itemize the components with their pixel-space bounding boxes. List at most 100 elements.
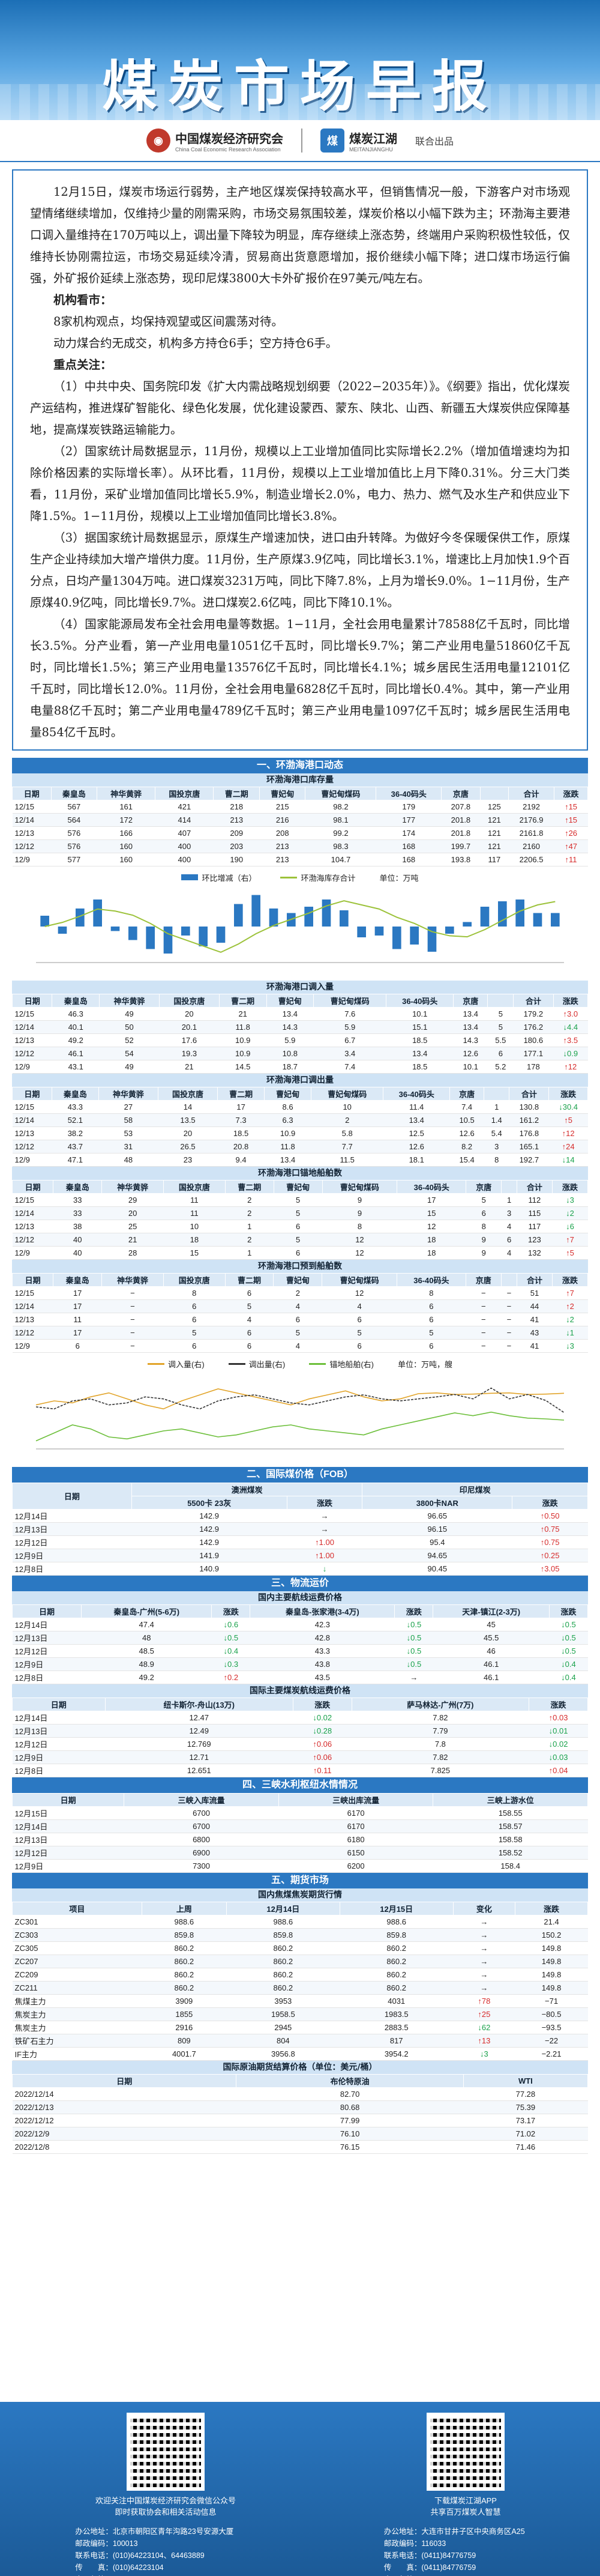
col-header: 合计 xyxy=(513,994,554,1008)
table-row: 12/12 46.1 54 19.3 10.9 10.8 3.4 13.4 12.6 6 177.1… xyxy=(12,1047,588,1060)
city-skyline xyxy=(0,84,600,120)
table-row: ZC303 859.8 859.8 859.8 → 150.2 xyxy=(12,1928,588,1942)
table-cell: 12/15 xyxy=(12,1286,53,1300)
table-row: 12/13 49.2 52 17.6 10.9 5.9 6.7 18.5 14.3 5.5 180.… xyxy=(12,1033,588,1047)
table-cell: 1983.5 xyxy=(340,2007,454,2021)
bar xyxy=(163,927,173,954)
table-cell: − xyxy=(466,1326,502,1340)
table-cell: 12/14 xyxy=(12,1206,53,1220)
table-row: 12/12 17−5 6 5 5 5− −43 ↓1 xyxy=(12,1326,588,1340)
table-cell: 12月12日 xyxy=(12,1535,132,1549)
table-cell: 158.55 xyxy=(433,1806,588,1820)
logo-row: ◉ 中国煤炭经济研究会 China Coal Economic Research… xyxy=(0,120,600,162)
table-cell: 76.10 xyxy=(236,2127,464,2141)
table-cell: −93.5 xyxy=(515,2021,588,2034)
table-cell: 176.2 xyxy=(513,1020,554,1034)
table-cell: 17 xyxy=(53,1286,102,1300)
table-cell: ↓4.4 xyxy=(553,1020,588,1034)
contact-line: 邮政编码：100013 xyxy=(75,2539,138,2548)
table-cell: 7.4 xyxy=(313,1060,386,1074)
table-cell: 11 xyxy=(163,1206,226,1220)
table-cell: 141.9 xyxy=(131,1549,287,1562)
bar xyxy=(374,927,384,936)
table-cell: 12月12日 xyxy=(12,1644,82,1658)
table-cell: 12.6 xyxy=(383,1140,450,1153)
table-cell: 12/14 xyxy=(12,1299,53,1313)
mtjh-qr-code[interactable] xyxy=(426,2413,505,2491)
mtjh-name: 煤炭江湖 xyxy=(349,132,397,146)
table-row: IF主力 4001.7 3956.8 3954.2 ↓3 −2.21 xyxy=(12,2047,588,2061)
table-cell: 18.5 xyxy=(386,1060,454,1074)
table-cell: 179.2 xyxy=(513,1007,554,1021)
table-row: ZC211 860.2 860.2 860.2 → 149.8 xyxy=(12,1981,588,1995)
bar xyxy=(357,927,366,937)
table-cell: ↑0.11 xyxy=(293,1764,352,1777)
table-cell: 149.8 xyxy=(515,1968,588,1982)
table-row: 铁矿石主力 809 804 817 ↑13 −22 xyxy=(12,2034,588,2048)
table-cell: 6700 xyxy=(124,1819,279,1833)
table-cell: 6 xyxy=(273,1313,322,1326)
table-row: 12/9 40 28 15 1 6 12 18 9 4 132 ↑5 xyxy=(12,1246,588,1260)
table-cell: 5 xyxy=(273,1326,322,1340)
table-cell: 5 xyxy=(487,1020,514,1034)
table-cell: 12/15 xyxy=(12,1100,52,1114)
col-header: 日期 xyxy=(11,1273,54,1287)
bar xyxy=(392,927,401,949)
table-cell: 166 xyxy=(97,826,155,840)
table-cell: ↑47 xyxy=(554,839,588,853)
table-cell: ↑15 xyxy=(554,813,588,827)
legend-label: 环比增减（右） xyxy=(202,873,257,883)
table-cell: 6700 xyxy=(124,1806,279,1820)
table-cell: 31 xyxy=(98,1140,158,1153)
table-cell: 26.5 xyxy=(158,1140,218,1153)
table-cell: 38.2 xyxy=(52,1126,99,1140)
col-header: 曹妃甸 xyxy=(273,1180,323,1194)
col-header: 5500卡 23灰 xyxy=(131,1496,287,1510)
bar xyxy=(498,901,507,927)
table-cell: 6 xyxy=(397,1299,466,1313)
table-cell: 18 xyxy=(397,1233,466,1247)
table-cell: 5 xyxy=(274,1233,323,1247)
table-cell: 12/12 xyxy=(12,1233,53,1247)
ccera-qr-code[interactable] xyxy=(126,2413,205,2491)
table-cell: ↑78 xyxy=(453,1994,515,2008)
table-cell: 44 xyxy=(517,1299,553,1313)
table-cell: 3953 xyxy=(226,1994,340,2008)
article-heading: 机构看市： xyxy=(53,293,112,307)
table-cell: 576 xyxy=(51,826,97,840)
chart-legend: 环比增减（右） 环渤海库存合计 单位：万吨 xyxy=(12,870,588,884)
table-cell: 201.8 xyxy=(441,813,481,827)
table-cell: 18.5 xyxy=(217,1126,265,1140)
table-cell: 12 xyxy=(322,1246,397,1260)
table-cell: 21.4 xyxy=(515,1915,588,1929)
table-cell: 3956.8 xyxy=(226,2047,340,2061)
table-cell: − xyxy=(501,1286,517,1300)
table-cell: 5 xyxy=(397,1326,466,1340)
table-cell: 2192 xyxy=(508,800,554,814)
table-cell: 12月14日 xyxy=(12,1711,106,1725)
table-cell: 860.2 xyxy=(226,1968,340,1982)
bar xyxy=(340,910,349,927)
chart-unit: 单位：万吨，艘 xyxy=(398,1359,453,1369)
col-header: 京唐 xyxy=(465,1273,502,1287)
col-header: 秦皇岛 xyxy=(53,1180,103,1194)
table-cell: 20 xyxy=(158,1126,218,1140)
table-cell: 8 xyxy=(322,1220,397,1233)
bar xyxy=(93,899,102,927)
table-cell: − xyxy=(501,1313,517,1326)
table-cell: ↑3.05 xyxy=(512,1562,588,1576)
table-cell: − xyxy=(466,1286,502,1300)
table-cell: − xyxy=(101,1286,164,1300)
table-cell: 10.9 xyxy=(264,1126,311,1140)
table-row: 12/13 576 166 407 209 208 99.2 174 201.8 121 2161.… xyxy=(12,826,588,840)
ccera-contacts: 办公地址：北京市朝阳区青年沟路23号安源大厦 邮政编码：100013 联系电话：(0… xyxy=(75,2526,233,2576)
table-cell: 1 xyxy=(225,1220,274,1233)
table-cell: 10.8 xyxy=(266,1047,314,1060)
table-cell: 215 xyxy=(259,800,305,814)
table-cell: 12月13日 xyxy=(12,1522,132,1536)
col-header: 变化 xyxy=(452,1902,516,1915)
contact-line: 办公地址：北京市朝阳区青年沟路23号安源大厦 xyxy=(75,2527,234,2536)
table-cell: 859.8 xyxy=(226,1928,340,1942)
table-cell: 860.2 xyxy=(340,1981,454,1995)
table-cell: → xyxy=(287,1509,362,1523)
